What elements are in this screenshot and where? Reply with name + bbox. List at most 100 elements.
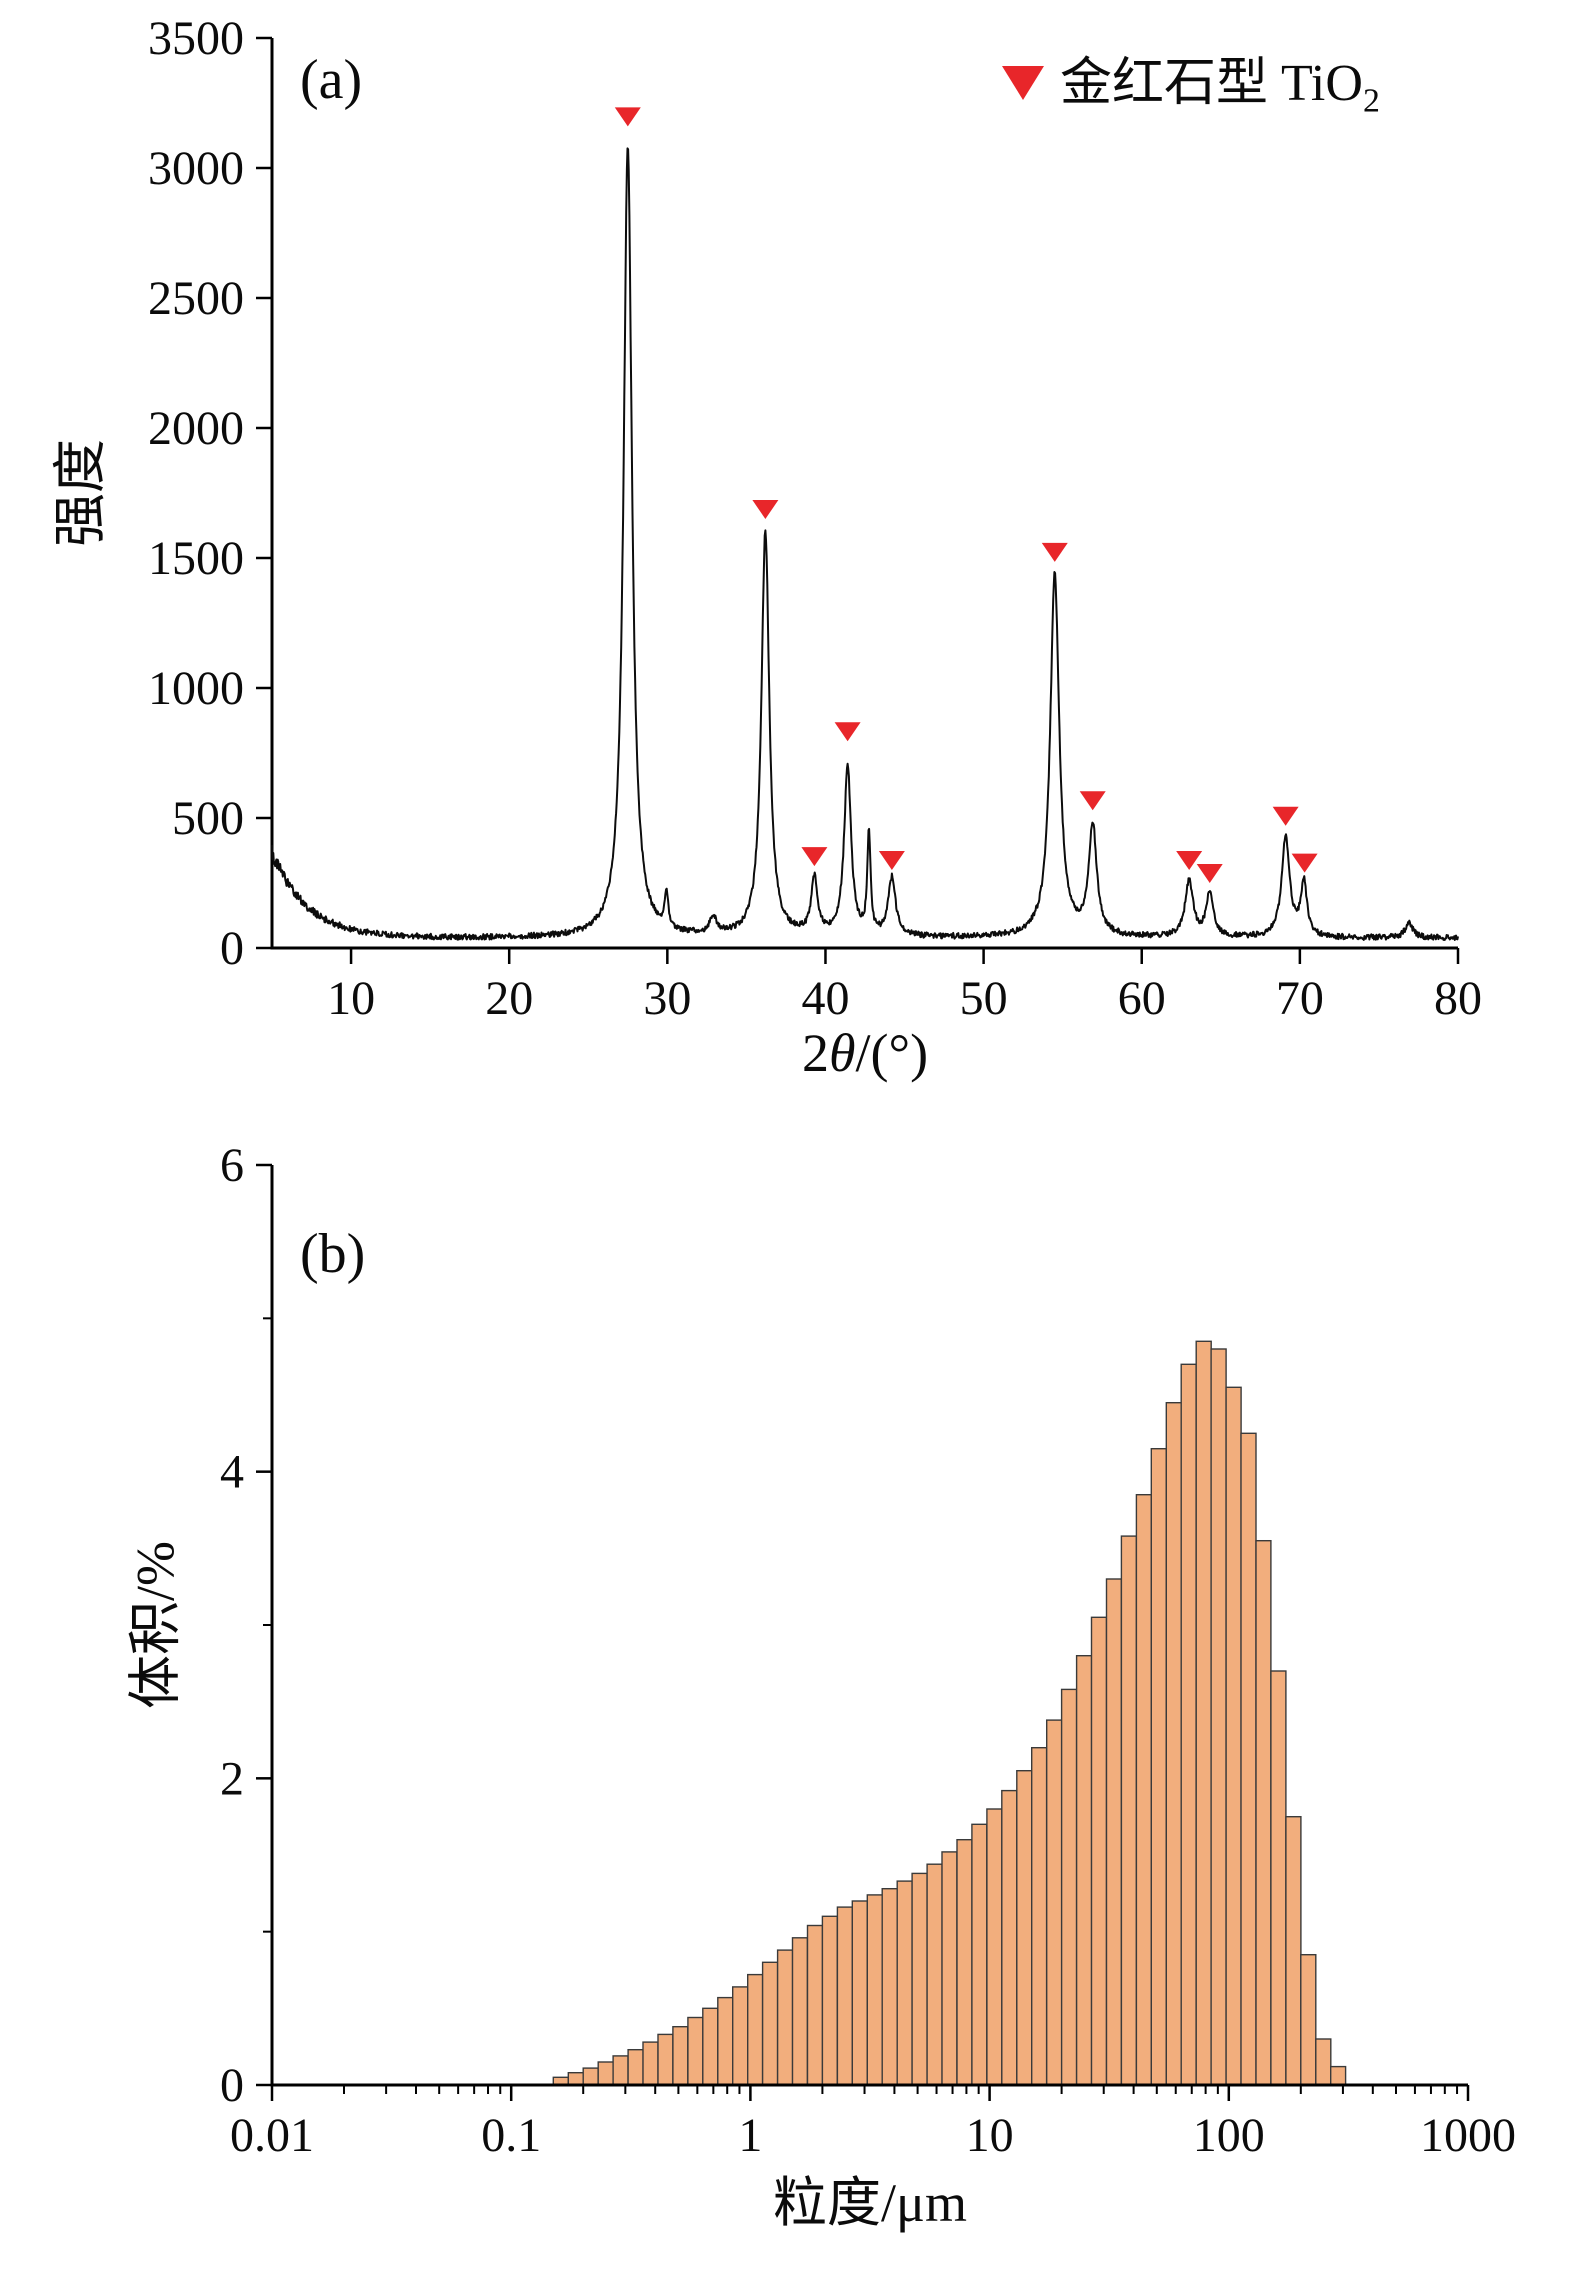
psd-bar xyxy=(761,1961,779,2086)
x-tick-label: 50 xyxy=(960,972,1008,1025)
x-tick-label: 70 xyxy=(1276,972,1324,1025)
x-tick-label: 0.1 xyxy=(481,2109,541,2162)
psd-bar xyxy=(1165,1401,1183,2086)
psd-bar xyxy=(627,2048,644,2086)
x-tick-label: 60 xyxy=(1118,972,1166,1025)
rutile-marker-icon xyxy=(1272,806,1299,826)
psd-bar xyxy=(791,1937,809,2086)
rutile-marker-icon xyxy=(752,500,779,519)
rutile-marker-icon xyxy=(1291,853,1318,873)
rutile-marker-icon xyxy=(1079,791,1106,811)
psd-bar xyxy=(1255,1539,1272,2086)
psd-bar xyxy=(1045,1719,1063,2086)
psd-bar xyxy=(1075,1654,1093,2086)
psd-bar xyxy=(851,1900,868,2086)
psd-bar xyxy=(1329,2065,1347,2086)
psd-bar xyxy=(1135,1493,1153,2086)
x-tick-label: 10 xyxy=(327,972,375,1025)
psd-bar xyxy=(1105,1578,1123,2086)
y-tick-label: 3000 xyxy=(148,142,244,195)
psd-bar xyxy=(1001,1789,1018,2086)
psd-bar xyxy=(926,1863,943,2086)
y-tick-label: 2000 xyxy=(148,402,244,455)
psd-bar xyxy=(1240,1432,1257,2086)
y-tick-label: 6 xyxy=(220,1139,244,1192)
x-tick-label: 20 xyxy=(485,972,533,1025)
psd-bar xyxy=(1195,1340,1212,2086)
x-tick-label: 40 xyxy=(801,972,849,1025)
psd-bar xyxy=(567,2071,584,2086)
psd-bar xyxy=(1180,1363,1197,2086)
y-tick-label: 2500 xyxy=(148,272,244,325)
y-tick-label: 4 xyxy=(220,1446,244,1499)
rutile-marker-icon xyxy=(1196,864,1223,883)
psd-bar xyxy=(911,1872,928,2086)
xrd-trace xyxy=(271,147,1459,941)
xrd-chart: 10 20 30 40 50 60 70 80 0 500 1000 1500 2000 2500 3000… xyxy=(148,12,1482,1025)
psd-bar xyxy=(836,1906,854,2086)
psd-bar xyxy=(1225,1386,1242,2086)
y-axis-label-b: 体积/% xyxy=(125,1541,186,1709)
psd-bar xyxy=(702,2007,719,2086)
psd-bar xyxy=(1285,1815,1302,2086)
psd-bar xyxy=(672,2025,689,2086)
x-axis-label-b: 粒度/μm xyxy=(773,2173,967,2233)
psd-bar xyxy=(657,2033,674,2086)
panel-a-label: (a) xyxy=(300,49,363,111)
rutile-marker-icon xyxy=(1176,851,1203,870)
rutile-marker-icon xyxy=(878,851,905,870)
x-tick-label: 100 xyxy=(1193,2109,1265,2162)
psd-bar xyxy=(597,2061,614,2086)
psd-bar xyxy=(1016,1769,1033,2086)
psd-bar xyxy=(941,1851,958,2086)
psd-bar xyxy=(687,2016,704,2086)
legend-text: 金红石型 TiO2 xyxy=(1060,55,1380,120)
psd-bar xyxy=(747,1973,764,2086)
psd-bar xyxy=(881,1887,898,2086)
psd-bar xyxy=(956,1838,973,2086)
psd-bar xyxy=(1270,1670,1287,2086)
psd-bar xyxy=(732,1986,749,2086)
rutile-marker-icon xyxy=(1041,542,1068,562)
x-tick-label: 10 xyxy=(966,2109,1014,2162)
psd-bar xyxy=(612,2055,629,2086)
legend-rutile: 金红石型 TiO2 xyxy=(1002,40,1380,120)
y-tick-label: 0 xyxy=(220,2059,244,2112)
psd-bar xyxy=(806,1924,824,2086)
y-tick-label: 1500 xyxy=(148,532,244,585)
x-tick-label: 30 xyxy=(643,972,691,1025)
psd-bar xyxy=(986,1808,1003,2086)
x-tick-label: 80 xyxy=(1434,972,1482,1025)
psd-bar xyxy=(971,1823,988,2086)
psd-bar xyxy=(582,2067,599,2086)
y-tick-label: 1000 xyxy=(148,662,244,715)
psd-bar xyxy=(776,1949,794,2086)
y-tick-label: 500 xyxy=(172,792,244,845)
panel-b-label: (b) xyxy=(300,1223,366,1285)
psd-bar xyxy=(1300,1953,1317,2086)
rutile-marker-icon xyxy=(614,107,641,127)
psd-bars xyxy=(552,1340,1347,2086)
x-tick-label: 0.01 xyxy=(230,2109,314,2162)
x-axis-label-a: 2θ/(°) xyxy=(801,1023,929,1083)
y-tick-label: 0 xyxy=(220,922,244,975)
psd-bar xyxy=(1210,1348,1227,2086)
psd-bar xyxy=(896,1880,913,2086)
y-tick-label: 3500 xyxy=(148,12,244,65)
psd-bar xyxy=(717,1996,734,2086)
x-tick-label: 1 xyxy=(738,2109,762,2162)
psd-bar xyxy=(1030,1746,1048,2086)
x-tick-label: 1000 xyxy=(1420,2109,1516,2162)
psd-bar xyxy=(1315,2038,1332,2086)
psd-bar xyxy=(1120,1535,1138,2086)
psd-bar xyxy=(821,1915,839,2086)
psd-bar xyxy=(642,2041,659,2086)
psd-chart: 0.01 0.1 1 10 100 1000 0 2 4 6 xyxy=(220,1139,1516,2162)
y-tick-label: 2 xyxy=(220,1752,244,1805)
psd-bar xyxy=(1060,1688,1078,2086)
triangle-down-icon xyxy=(1002,66,1044,101)
y-axis-label-a: 强度 xyxy=(50,439,111,547)
rutile-marker-icon xyxy=(834,722,861,742)
rutile-markers xyxy=(614,107,1318,883)
